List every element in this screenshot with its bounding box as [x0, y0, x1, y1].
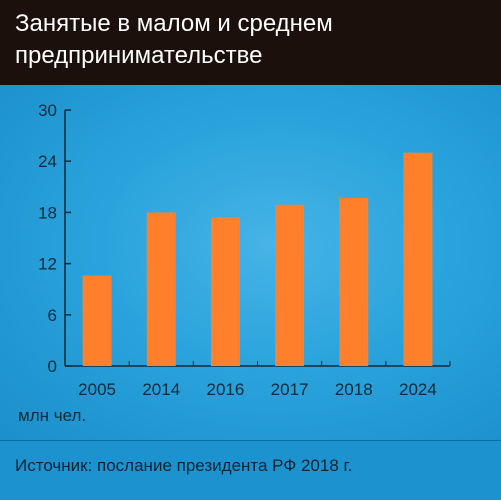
x-tick-label: 2024 — [399, 380, 437, 399]
bar-2014 — [146, 212, 176, 366]
x-tick-label: 2016 — [207, 380, 245, 399]
y-tick-label: 18 — [38, 203, 57, 222]
x-tick-label: 2017 — [271, 380, 309, 399]
bar-2018 — [339, 197, 369, 366]
y-tick-label: 24 — [38, 152, 57, 171]
x-tick-label: 2014 — [142, 380, 180, 399]
bar-2005 — [82, 275, 112, 366]
y-tick-label: 12 — [38, 255, 57, 274]
unit-label: млн чел. — [18, 406, 87, 425]
chart-title: Занятые в малом и среднем предпринимател… — [15, 10, 333, 69]
bar-2016 — [210, 217, 240, 366]
bar-2017 — [275, 204, 305, 366]
footer — [0, 440, 501, 500]
header: Занятые в малом и среднем предпринимател… — [0, 0, 501, 85]
y-tick-label: 30 — [38, 101, 57, 120]
y-tick-label: 6 — [48, 306, 57, 325]
bar-chart: 0 6 12 18 24 30 2005 2014 2016 2017 2018 2024 — [38, 101, 451, 399]
bar-2024 — [403, 152, 433, 366]
x-tick-label: 2005 — [78, 380, 116, 399]
y-tick-label: 0 — [48, 357, 57, 376]
x-tick-label: 2018 — [335, 380, 373, 399]
source-note: Источник: послание президента РФ 2018 г. — [15, 456, 353, 475]
